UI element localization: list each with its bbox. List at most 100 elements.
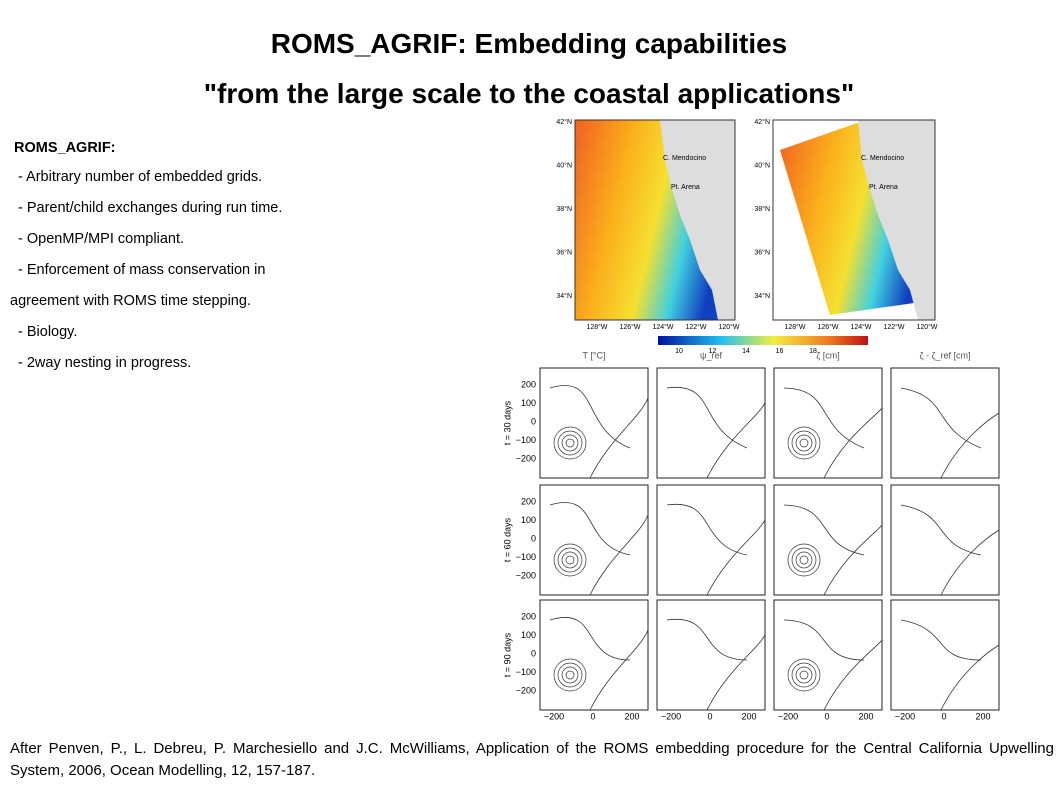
lat-label: 34°N [754,292,770,300]
place-label: Pt. Arena [869,184,898,191]
y-tick-label: −100 [516,667,536,677]
lon-label: 120°W [718,323,739,331]
lon-label: 128°W [586,323,607,331]
contour [706,634,766,711]
contour [783,619,865,661]
x-tick-label: −200 [895,711,915,721]
title: ROMS_AGRIF: Embedding capabilities [270,28,788,59]
lat-label: 34°N [556,292,572,300]
colorbar-tick: 14 [742,348,750,355]
contour [553,658,587,692]
panel-frame [656,484,766,596]
x-tick-label: −200 [544,711,564,721]
contour [549,385,631,449]
lat-label: 36°N [556,248,572,256]
colorbar-tick: 16 [776,348,784,355]
column-title: ζ - ζ_ref [cm] [920,350,971,360]
lat-label: 42°N [556,118,572,126]
y-tick-label: 200 [521,496,536,506]
y-tick-label: −200 [516,570,536,580]
contour [589,514,649,596]
x-tick-label: 0 [941,711,946,721]
contour [791,430,817,456]
y-tick-label: 100 [521,630,536,640]
y-tick-label: −200 [516,453,536,463]
contour [940,644,1000,711]
contour [795,666,813,684]
contour [557,430,583,456]
y-tick-label: 200 [521,611,536,621]
x-tick-label: −200 [661,711,681,721]
contour [666,503,748,556]
panel-frame [539,599,649,711]
map-child [772,119,936,321]
contour [783,387,865,449]
panel-frame [890,367,1000,479]
colorbar-tick: 18 [809,348,817,355]
lon-label: 122°W [685,323,706,331]
panel-frame [539,484,649,596]
y-tick-label: −100 [516,435,536,445]
bullet: - Biology. [18,324,78,340]
contour [791,662,817,688]
figures: T [°C] ψ_ref ζ [cm] ζ - ζ_ref [cm] t = 30 da… [502,118,1000,721]
y-tick-label: 0 [531,416,536,426]
lat-label: 38°N [754,205,770,213]
lat-label: 42°N [754,118,770,126]
y-tick-label: 200 [521,379,536,389]
contour [561,551,579,569]
contour [799,670,809,680]
x-tick-label: 200 [858,711,873,721]
lon-label: 124°W [850,323,871,331]
lon-label: 122°W [883,323,904,331]
lon-label: 126°W [817,323,838,331]
lon-label: 126°W [619,323,640,331]
contour [565,555,575,565]
contour [823,407,883,479]
bullet: - OpenMP/MPI compliant. [18,231,184,247]
contour [549,502,631,556]
contour [783,504,865,556]
panel-frame [773,599,883,711]
contour [791,547,817,573]
contour [795,434,813,452]
place-label: Pt. Arena [671,184,700,191]
contour [900,387,982,449]
y-tick-label: −200 [516,685,536,695]
x-tick-label: 0 [707,711,712,721]
column-title: T [°C] [583,350,606,360]
x-tick-label: 0 [824,711,829,721]
bullet: - Parent/child exchanges during run time… [18,200,283,216]
y-tick-label: 100 [521,515,536,525]
panel-frame [890,599,1000,711]
y-tick-label: 100 [521,398,536,408]
place-label: C. Mendocino [861,155,904,162]
y-tick-label: −100 [516,552,536,562]
x-tick-label: 200 [741,711,756,721]
contour [900,619,982,661]
citation: After Penven, P., L. Debreu, P. Marchesi… [10,740,1054,779]
bullet: agreement with ROMS time stepping. [10,293,251,309]
contour [940,412,1000,479]
panel-frame [773,484,883,596]
contour [706,519,766,596]
bullet: - Enforcement of mass conservation in [18,262,266,278]
contour [553,426,587,460]
contour [589,397,649,479]
x-tick-label: 200 [975,711,990,721]
lat-label: 38°N [556,205,572,213]
contour [557,662,583,688]
contour [565,670,575,680]
lat-label: 40°N [556,161,572,169]
contour-panels: T [°C] ψ_ref ζ [cm] ζ - ζ_ref [cm] t = 30 da… [502,350,1000,721]
bullet: - 2way nesting in progress. [18,355,192,371]
colorbar [658,336,868,345]
y-tick-label: 0 [531,648,536,658]
colorbar-tick: 10 [675,348,683,355]
column-title: ζ [cm] [816,350,839,360]
contour [666,386,748,449]
heading: ROMS_AGRIF: [14,140,116,156]
contour [553,543,587,577]
contour [706,402,766,479]
